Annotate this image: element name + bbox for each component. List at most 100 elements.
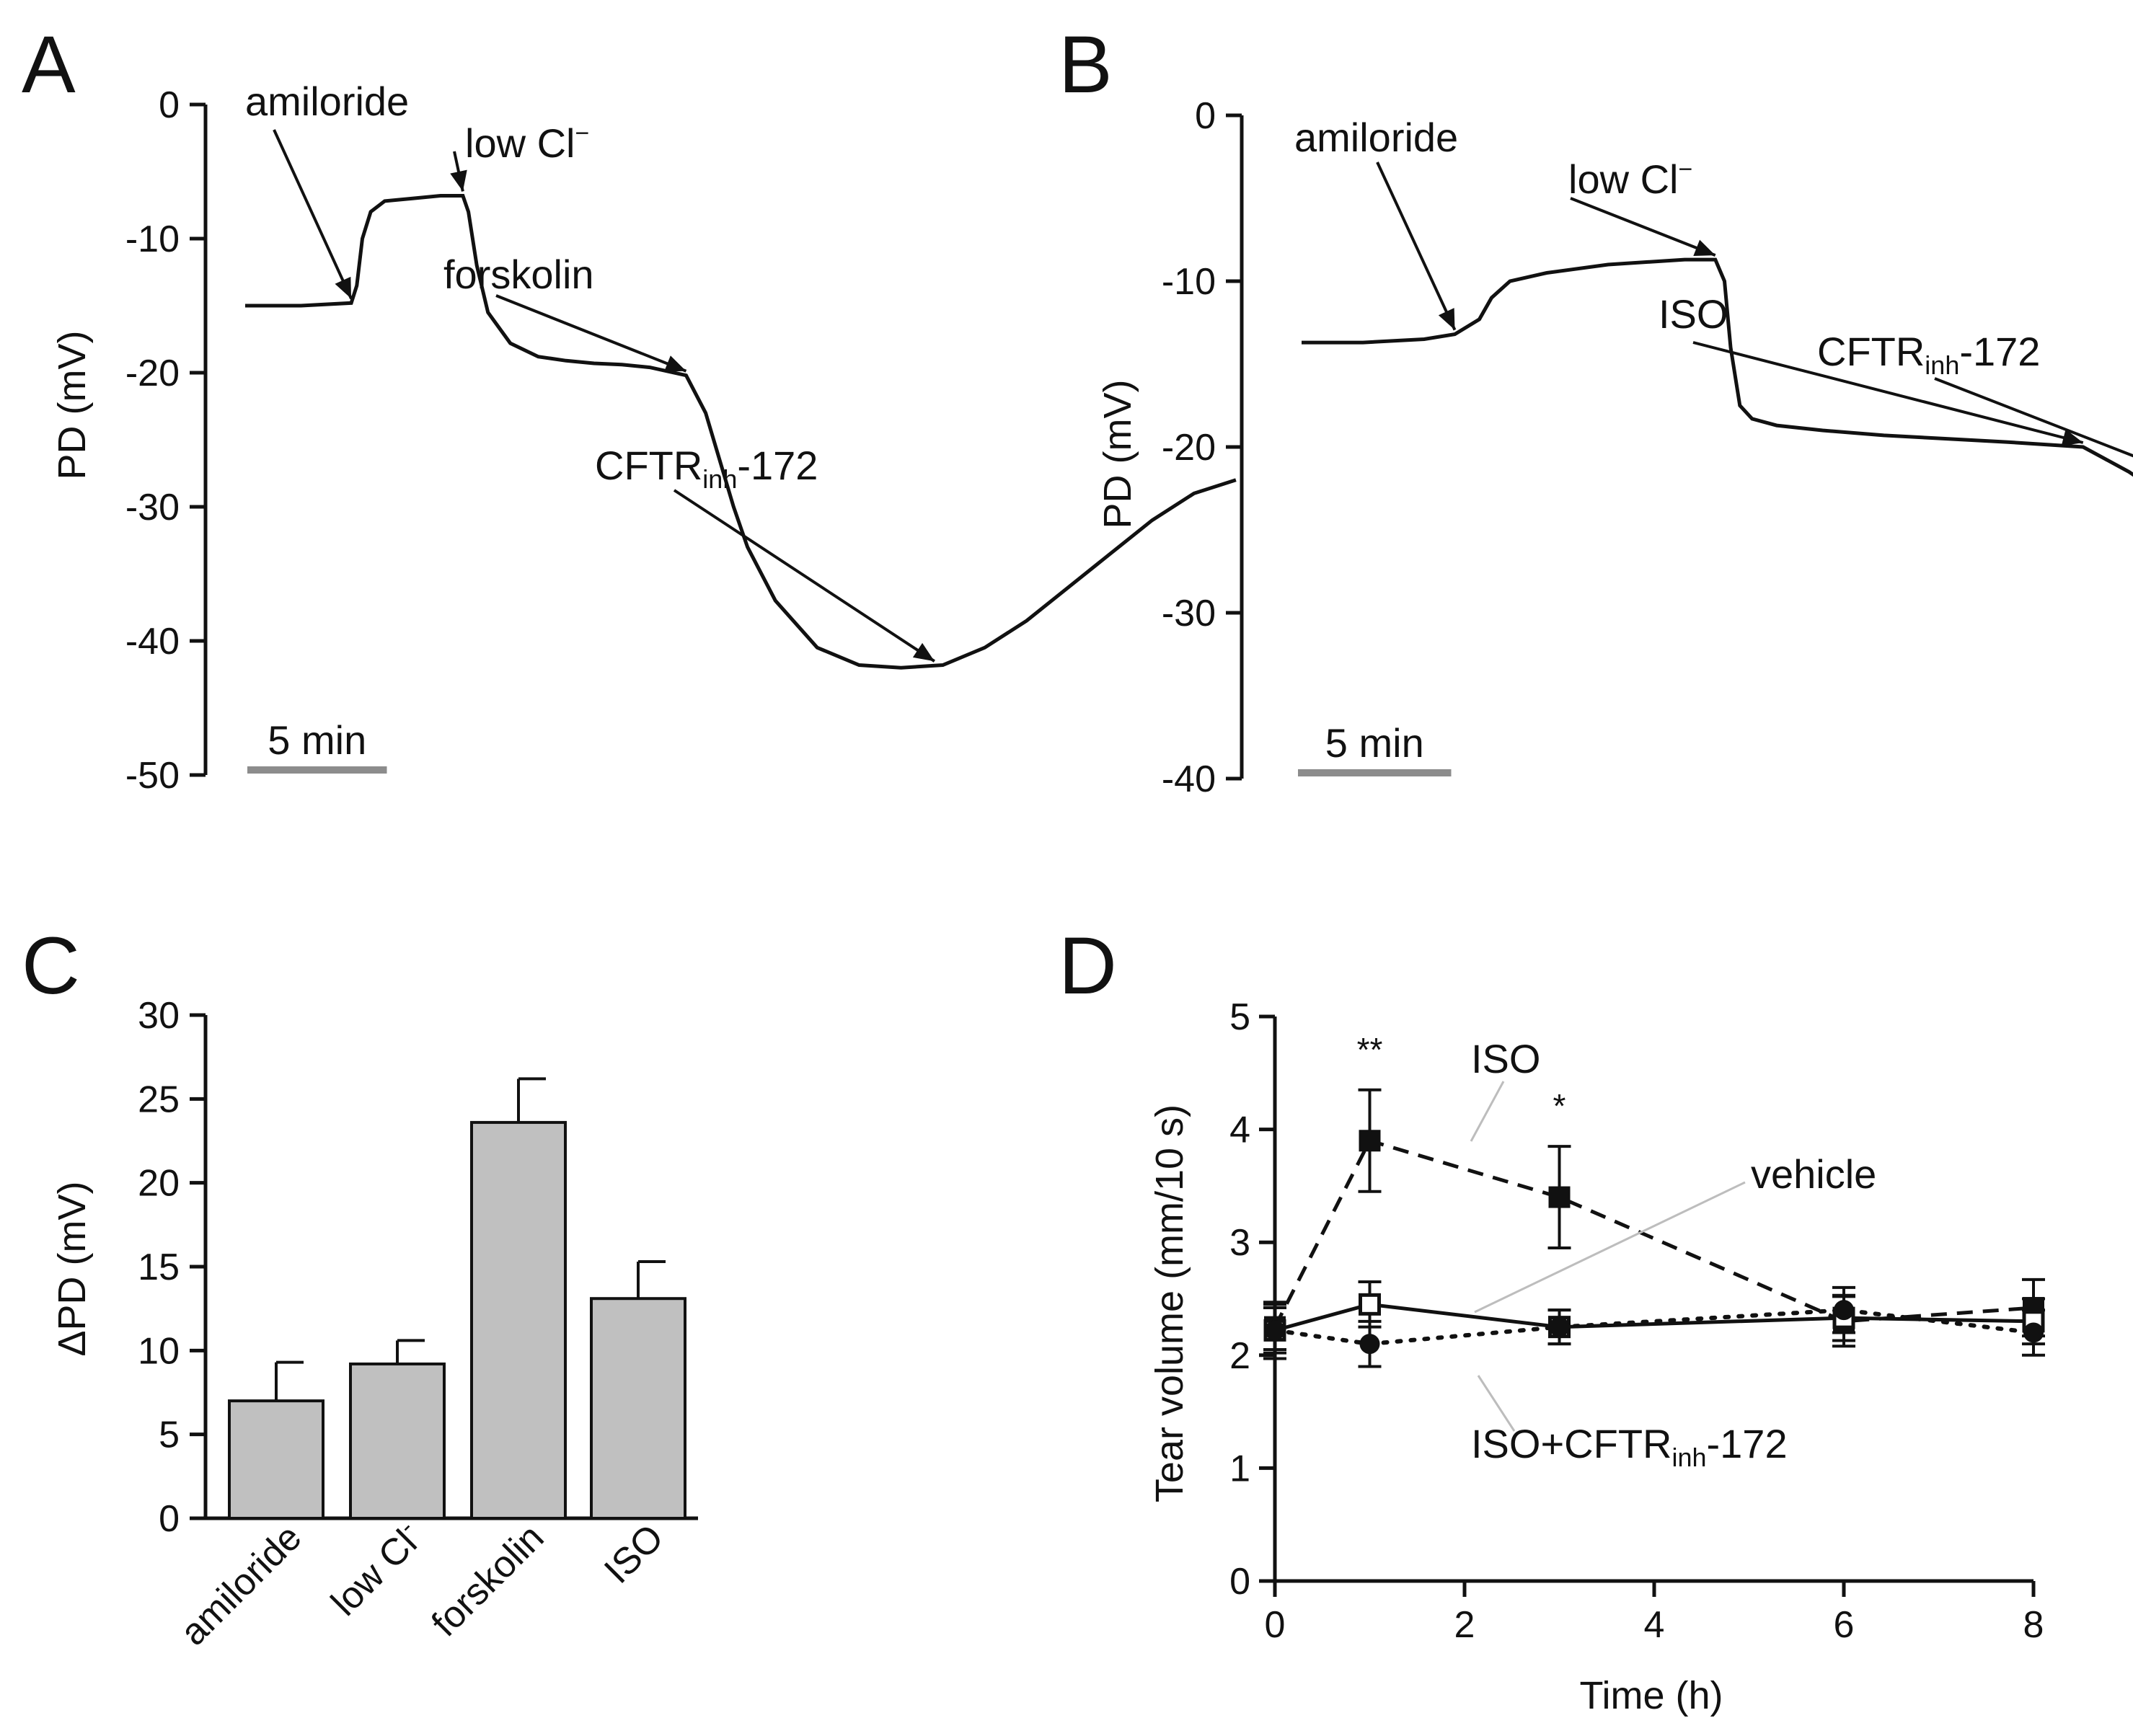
panel-c-category-label: forskolin <box>424 1516 552 1644</box>
panel-d-marker-filled-circle <box>1265 1320 1285 1341</box>
panel-b-annotation-arrowhead <box>2061 429 2083 446</box>
panel-d-x-axis-label: Time (h) <box>1580 1674 1723 1717</box>
panel-c-y-tick-label: 15 <box>138 1246 180 1288</box>
panel-a-y-tick-label: -50 <box>125 755 180 797</box>
panel-d-significance-marker: * <box>1553 1087 1566 1125</box>
panel-a-annotation-label: CFTRinh-172 <box>595 443 818 494</box>
panel-c-category-label: ISO <box>596 1516 671 1591</box>
panel-a-y-axis: 0 -10 -20 -30 -40 -50 <box>125 84 208 797</box>
panel-d-label-leader <box>1477 1375 1516 1432</box>
panel-label-b: B <box>1059 19 1113 110</box>
panel-b-y-tick-label: -20 <box>1162 427 1216 469</box>
panel-b-annotation-arrow <box>1934 377 2133 458</box>
panel-a-annotation-arrow <box>673 489 935 663</box>
panel-d-marker-filled-square <box>1548 1186 1571 1208</box>
panel-d-x-tick-label: 6 <box>1834 1604 1855 1646</box>
panel-a-scale-bar-label: 5 min <box>268 717 366 763</box>
panel-d-y-tick-label: 5 <box>1229 996 1250 1038</box>
panel-d-axes: 0 1 2 3 4 5 0 2 4 6 8 <box>1229 996 2044 1646</box>
panel-c-bar <box>470 1120 567 1520</box>
panel-b-annotation-label: CFTRinh-172 <box>1817 329 2040 380</box>
panel-a-annotation-arrowhead <box>450 169 467 192</box>
panel-c-y-tick-label: 30 <box>138 995 180 1037</box>
panel-d-marker-open-square <box>1359 1293 1381 1316</box>
panel-a-annotation-arrow <box>273 129 353 300</box>
panel-a-y-tick-label: -20 <box>125 353 180 394</box>
panel-a-y-axis-label: PD (mV) <box>50 331 94 480</box>
panel-d-y-axis-label: Tear volume (mm/10 s) <box>1148 1104 1191 1502</box>
panel-b-y-tick-label: -40 <box>1162 758 1216 800</box>
panel-c-y-tick-label: 25 <box>138 1079 180 1120</box>
panel-b-y-tick-label: 0 <box>1195 95 1216 137</box>
panel-d-marker-filled-circle <box>1359 1334 1380 1355</box>
panel-a-y-tick-label: -10 <box>125 218 180 260</box>
panel-d: D Tear volume (mm/10 s) Time (h) 0123450… <box>1059 921 2045 1717</box>
panel-a-y-tick-label: -30 <box>125 487 180 528</box>
panel-d-x-tick-label: 8 <box>2023 1604 2044 1646</box>
panel-d-y-tick-label: 3 <box>1229 1222 1250 1264</box>
panel-a-annotations: amiloride low Cl− forskolin CFTRinh-172 <box>245 79 935 663</box>
panel-label-c: C <box>22 921 80 1011</box>
panel-c-bar <box>349 1362 446 1520</box>
panel-d-y-tick-label: 0 <box>1229 1561 1250 1603</box>
panel-c-bar <box>590 1297 686 1520</box>
panel-b-pd-trace <box>1302 257 2133 477</box>
panel-a-y-tick-label: 0 <box>159 84 180 126</box>
panel-b: B PD (mV) 0 -10 -20 -30 -40 amiloride low Cl−… <box>1059 19 2133 800</box>
panel-d-y-tick-label: 1 <box>1229 1448 1250 1489</box>
panel-label-a: A <box>22 19 76 110</box>
panel-b-annotation-arrow <box>1570 197 1716 257</box>
panel-a-pd-trace <box>245 194 1237 670</box>
panel-d-marker-filled-circle <box>2023 1322 2044 1343</box>
panel-d-x-tick-label: 2 <box>1454 1604 1475 1646</box>
panel-d-marker-filled-circle <box>1834 1300 1854 1321</box>
panel-d-label-leader <box>1470 1081 1505 1142</box>
panel-c: C ΔPD (mV) 0 5 10 15 20 25 30 amiloride low Cl-… <box>22 921 698 1654</box>
panel-a: A PD (mV) 0 -10 -20 -30 -40 -50 amiloride low … <box>22 19 1237 797</box>
panel-b-y-tick-label: -30 <box>1162 593 1216 634</box>
panel-b-annotation-label: low Cl− <box>1568 156 1692 202</box>
panel-a-annotation-arrowhead <box>664 355 686 372</box>
panel-a-annotation-arrow <box>495 294 687 373</box>
panel-d-significance-marker: ** <box>1357 1031 1383 1068</box>
panel-b-annotations: amiloride low Cl− ISO CFTRinh-172 <box>1294 115 2133 458</box>
panel-a-annotation-arrowhead <box>912 642 935 662</box>
panel-b-y-tick-label: -10 <box>1162 261 1216 303</box>
panel-d-series-label: vehicle <box>1751 1151 1876 1197</box>
panel-d-marker-filled-circle <box>1549 1316 1570 1337</box>
panel-b-annotation-arrow <box>1376 161 1457 331</box>
panel-c-y-tick-label: 0 <box>159 1498 180 1540</box>
panel-d-label-leader <box>1474 1181 1746 1314</box>
panel-a-annotation-label: low Cl− <box>465 120 589 166</box>
panel-c-y-tick-label: 20 <box>138 1163 180 1205</box>
panel-d-marker-filled-square <box>1359 1130 1381 1152</box>
panel-a-annotation-label: forskolin <box>443 252 594 297</box>
panel-b-annotation-label: amiloride <box>1294 115 1458 160</box>
panel-d-series-label: ISO <box>1471 1036 1540 1081</box>
panel-d-y-tick-label: 4 <box>1229 1110 1250 1151</box>
panel-c-y-tick-label: 10 <box>138 1330 180 1372</box>
panel-c-y-tick-label: 5 <box>159 1414 180 1456</box>
panel-c-category-label: low Cl- <box>322 1515 431 1624</box>
panel-a-y-tick-label: -40 <box>125 621 180 663</box>
panel-c-y-axis-label: ΔPD (mV) <box>50 1181 94 1356</box>
panel-b-y-axis: 0 -10 -20 -30 -40 <box>1162 95 1244 800</box>
panel-d-series-line <box>1273 1138 2034 1328</box>
panel-d-x-tick-label: 4 <box>1644 1604 1665 1646</box>
panel-c-bars: amiloride low Cl-forskolin ISO <box>172 1077 686 1654</box>
panel-b-y-axis-label: PD (mV) <box>1096 380 1139 529</box>
panel-b-annotation-arrowhead <box>1438 308 1455 330</box>
panel-c-bar <box>228 1399 324 1520</box>
panel-a-annotation-arrowhead <box>335 276 352 299</box>
panel-label-d: D <box>1059 921 1117 1011</box>
panel-b-annotation-arrowhead <box>1693 239 1715 257</box>
panel-d-y-tick-label: 2 <box>1229 1335 1250 1377</box>
panel-d-x-tick-label: 0 <box>1265 1604 1286 1646</box>
panel-a-annotation-label: amiloride <box>245 79 409 124</box>
panel-c-category-label: amiloride <box>172 1516 309 1653</box>
panel-b-annotation-arrow <box>1692 341 2084 444</box>
panel-b-scale-bar-label: 5 min <box>1325 720 1424 766</box>
panel-b-annotation-label: ISO <box>1659 291 1728 337</box>
